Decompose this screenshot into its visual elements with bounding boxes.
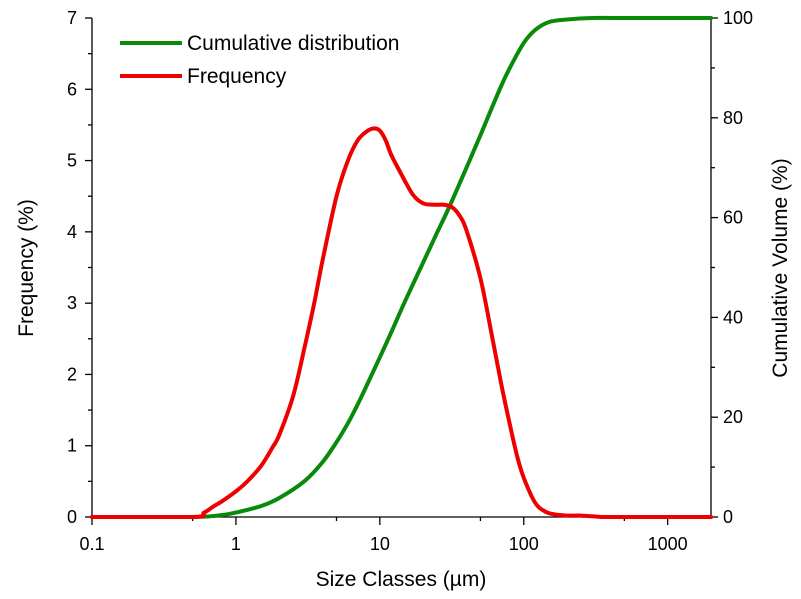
left-y-tick-label: 6 <box>67 79 77 99</box>
plot-frame <box>91 18 712 518</box>
right-y-tick-label: 20 <box>723 407 743 427</box>
left-y-tick-label: 1 <box>67 436 77 456</box>
left-y-tick-label: 0 <box>67 507 77 527</box>
right-y-tick-label: 100 <box>723 8 753 28</box>
series-layer <box>90 15 713 519</box>
left-y-tick-label: 7 <box>67 8 77 28</box>
series-line-cumulative <box>90 15 713 519</box>
left-y-tick-label: 3 <box>67 293 77 313</box>
right-y-tick-label: 40 <box>723 307 743 327</box>
legend: Cumulative distribution Frequency <box>120 32 399 88</box>
left-y-tick-label: 2 <box>67 364 77 384</box>
legend-label-cumulative: Cumulative distribution <box>187 32 399 55</box>
x-tick-label: 1 <box>231 534 241 554</box>
legend-label-frequency: Frequency <box>187 65 287 88</box>
x-tick-label: 100 <box>509 534 539 554</box>
left-y-axis-title: Frequency (%) <box>15 199 38 337</box>
series-line-frequency <box>90 126 713 519</box>
left-y-tick-label: 4 <box>67 222 77 242</box>
left-y-axis-ticks: 0 1 2 3 4 5 6 7 <box>67 8 92 527</box>
right-y-axis-ticks: 0 20 40 60 80 100 <box>711 8 753 527</box>
x-axis-ticks: 0.1 1 10 100 1000 <box>79 517 688 554</box>
right-y-tick-label: 80 <box>723 108 743 128</box>
right-y-tick-label: 60 <box>723 208 743 228</box>
x-tick-label: 1000 <box>648 534 688 554</box>
right-y-axis-title: Cumulative Volume (%) <box>769 158 792 377</box>
right-y-tick-label: 0 <box>723 507 733 527</box>
x-axis-title: Size Classes (µm) <box>316 568 487 591</box>
left-y-tick-label: 5 <box>67 151 77 171</box>
x-tick-label: 10 <box>370 534 390 554</box>
x-tick-label: 0.1 <box>79 534 104 554</box>
